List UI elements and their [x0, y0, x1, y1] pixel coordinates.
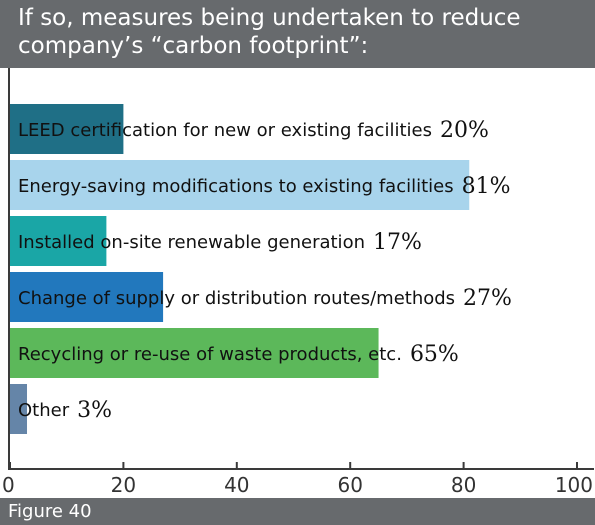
x-tick-label-20: 20 [111, 473, 136, 497]
bar-3 [10, 216, 107, 266]
bar-chart: LEED certification for new or existing f… [2, 104, 593, 497]
x-tick-label-100: 100 [555, 473, 593, 497]
plot-area-frame [8, 68, 594, 470]
bar-2 [10, 160, 470, 210]
category-label-2: Energy-saving modifications to existing … [18, 176, 454, 197]
chart-title-line-1: If so, measures being undertaken to redu… [18, 5, 521, 31]
bar-6 [10, 384, 28, 434]
category-label-4: Change of supply or distribution routes/… [18, 288, 455, 309]
title-bar: If so, measures being undertaken to redu… [0, 0, 595, 68]
x-tick-label-40: 40 [224, 473, 249, 497]
bar-5 [10, 328, 379, 378]
footer-bar: Figure 40 [0, 498, 595, 525]
value-label-4: 27% [463, 286, 512, 311]
x-tick-label-80: 80 [451, 473, 476, 497]
value-label-2: 81% [462, 174, 511, 199]
category-label-5: Recycling or re-use of waste products, e… [18, 344, 402, 365]
chart-title-line-2: company’s “carbon footprint”: [18, 33, 369, 59]
value-label-5: 65% [410, 342, 459, 367]
bar-1 [10, 104, 124, 154]
category-label-3: Installed on-site renewable generation [18, 232, 365, 253]
category-label-1: LEED certification for new or existing f… [18, 120, 432, 141]
value-label-1: 20% [440, 118, 489, 143]
value-label-6: 3% [77, 398, 112, 423]
x-tick-label-0: 0 [2, 473, 15, 497]
value-label-3: 17% [373, 230, 422, 255]
bar-4 [10, 272, 164, 322]
figure-label: Figure 40 [8, 501, 92, 522]
category-label-6: Other [18, 400, 70, 421]
x-tick-label-60: 60 [337, 473, 362, 497]
